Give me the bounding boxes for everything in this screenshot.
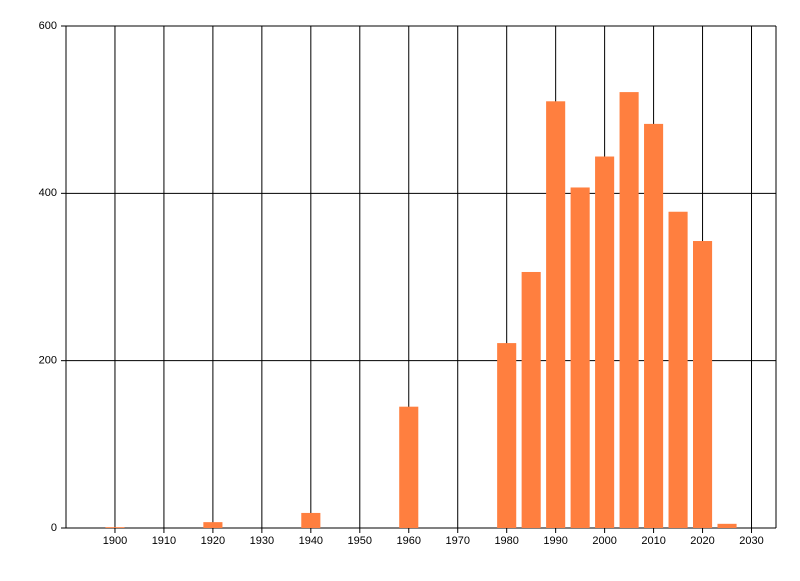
bar <box>644 123 664 528</box>
x-tick-label: 1900 <box>103 535 127 547</box>
x-tick-label: 1970 <box>445 535 469 547</box>
bar <box>595 156 615 528</box>
bar <box>570 187 590 528</box>
x-tick-label: 1930 <box>250 535 274 547</box>
y-tick-label: 0 <box>51 522 57 534</box>
y-tick-label: 600 <box>39 20 57 32</box>
x-tick-label: 2020 <box>690 535 714 547</box>
y-tick-label: 400 <box>39 187 57 199</box>
bar <box>399 406 419 528</box>
bar <box>105 527 125 528</box>
x-tick-label: 2010 <box>641 535 665 547</box>
x-tick-label: 1920 <box>201 535 225 547</box>
bar <box>203 522 223 528</box>
bar <box>546 101 566 529</box>
x-tick-label: 1950 <box>348 535 372 547</box>
x-tick-label: 1910 <box>152 535 176 547</box>
x-tick-label: 2000 <box>592 535 616 547</box>
bar <box>301 512 321 528</box>
bar <box>717 523 737 528</box>
x-tick-label: 1960 <box>397 535 421 547</box>
x-tick-label: 1990 <box>543 535 567 547</box>
x-tick-label: 1940 <box>299 535 323 547</box>
bar <box>619 92 639 528</box>
bar <box>693 241 713 529</box>
bar <box>668 211 688 529</box>
x-tick-label: 1980 <box>494 535 518 547</box>
y-tick-label: 200 <box>39 355 57 367</box>
bar <box>521 271 541 528</box>
bar <box>497 343 517 528</box>
x-tick-label: 2030 <box>739 535 763 547</box>
